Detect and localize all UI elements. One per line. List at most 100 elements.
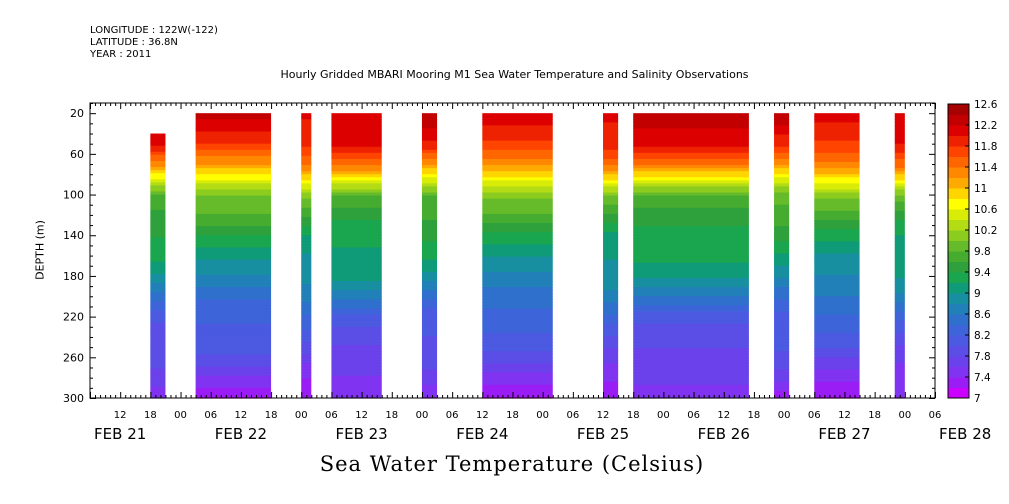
temperature-band [195, 387, 272, 392]
temperature-band [421, 287, 438, 291]
temperature-band [195, 302, 272, 307]
temperature-band [331, 229, 382, 233]
temperature-band [894, 281, 905, 285]
temperature-band [603, 320, 619, 325]
temperature-band [331, 195, 382, 200]
temperature-band [603, 387, 619, 392]
temperature-band [894, 299, 905, 303]
temperature-band [195, 354, 272, 358]
temperature-band [774, 265, 790, 270]
temperature-band [150, 160, 166, 165]
temperature-band [894, 375, 905, 380]
temperature-band [150, 179, 166, 183]
temperature-band [150, 170, 166, 174]
temperature-band [421, 259, 438, 264]
temperature-band [150, 322, 166, 327]
temperature-band [195, 332, 272, 337]
colorbar-swatch [948, 272, 969, 283]
x-tick-label: 12 [597, 410, 610, 421]
temperature-band [894, 320, 905, 325]
temperature-band [774, 226, 790, 230]
colorbar-swatch [948, 282, 969, 294]
temperature-band [150, 148, 166, 153]
temperature-band [633, 165, 749, 169]
temperature-band [603, 131, 619, 136]
temperature-band [195, 360, 272, 365]
temperature-band [894, 180, 905, 184]
temperature-band [195, 296, 272, 300]
temperature-band [195, 384, 272, 389]
temperature-band [331, 271, 382, 276]
temperature-band [603, 308, 619, 313]
x-tick-label: 00 [416, 410, 429, 421]
temperature-band [774, 387, 790, 392]
temperature-band [482, 311, 553, 316]
temperature-band [421, 372, 438, 377]
temperature-band [603, 250, 619, 255]
temperature-band [331, 247, 382, 252]
x-date-label: FEB 28 [939, 425, 991, 443]
temperature-band [195, 183, 272, 188]
temperature-band [814, 274, 860, 279]
temperature-band [774, 378, 790, 383]
temperature-band [774, 198, 790, 203]
temperature-band [421, 332, 438, 337]
temperature-band [195, 122, 272, 126]
temperature-band [150, 246, 166, 251]
temperature-band [331, 302, 382, 307]
temperature-band [301, 232, 312, 236]
temperature-band [421, 152, 438, 157]
temperature-band [301, 162, 312, 166]
temperature-band [603, 271, 619, 276]
temperature-band [603, 143, 619, 148]
temperature-band [894, 345, 905, 349]
temperature-band [774, 204, 790, 209]
temperature-band [633, 390, 749, 395]
temperature-band [603, 137, 619, 142]
temperature-band [195, 281, 272, 285]
temperature-band [814, 332, 860, 337]
x-date-label: FEB 27 [818, 425, 870, 443]
temperature-band [195, 204, 272, 209]
temperature-band [195, 192, 272, 197]
temperature-band [331, 360, 382, 365]
temperature-band [482, 113, 553, 117]
temperature-band [150, 316, 166, 321]
temperature-band [195, 317, 272, 322]
temperature-band [774, 277, 790, 282]
temperature-band [331, 381, 382, 386]
temperature-band [603, 281, 619, 285]
temperature-band [195, 210, 272, 215]
temperature-band [195, 329, 272, 334]
temperature-band [603, 339, 619, 343]
temperature-band [301, 342, 312, 346]
temperature-band [603, 351, 619, 355]
temperature-band [894, 274, 905, 279]
colorbar-swatch [948, 177, 969, 189]
temperature-band [814, 235, 860, 239]
temperature-band [482, 384, 553, 389]
temperature-band [301, 223, 312, 227]
temperature-band [331, 339, 382, 343]
temperature-band [814, 140, 860, 145]
temperature-band [150, 258, 166, 263]
temperature-band [150, 395, 166, 399]
temperature-band [814, 277, 860, 282]
temperature-band [331, 204, 382, 209]
temperature-band [814, 226, 860, 230]
temperature-band [482, 219, 553, 224]
temperature-band [150, 191, 166, 196]
temperature-band [774, 256, 790, 261]
temperature-band [894, 183, 905, 188]
temperature-band [633, 268, 749, 273]
temperature-band [301, 250, 312, 255]
temperature-band [603, 149, 619, 154]
temperature-band [633, 116, 749, 120]
temperature-band [331, 131, 382, 136]
x-tick-label: 06 [566, 410, 579, 421]
temperature-band [301, 113, 312, 117]
temperature-band [301, 265, 312, 270]
temperature-band [814, 348, 860, 352]
temperature-band [301, 244, 312, 249]
temperature-band [331, 134, 382, 139]
